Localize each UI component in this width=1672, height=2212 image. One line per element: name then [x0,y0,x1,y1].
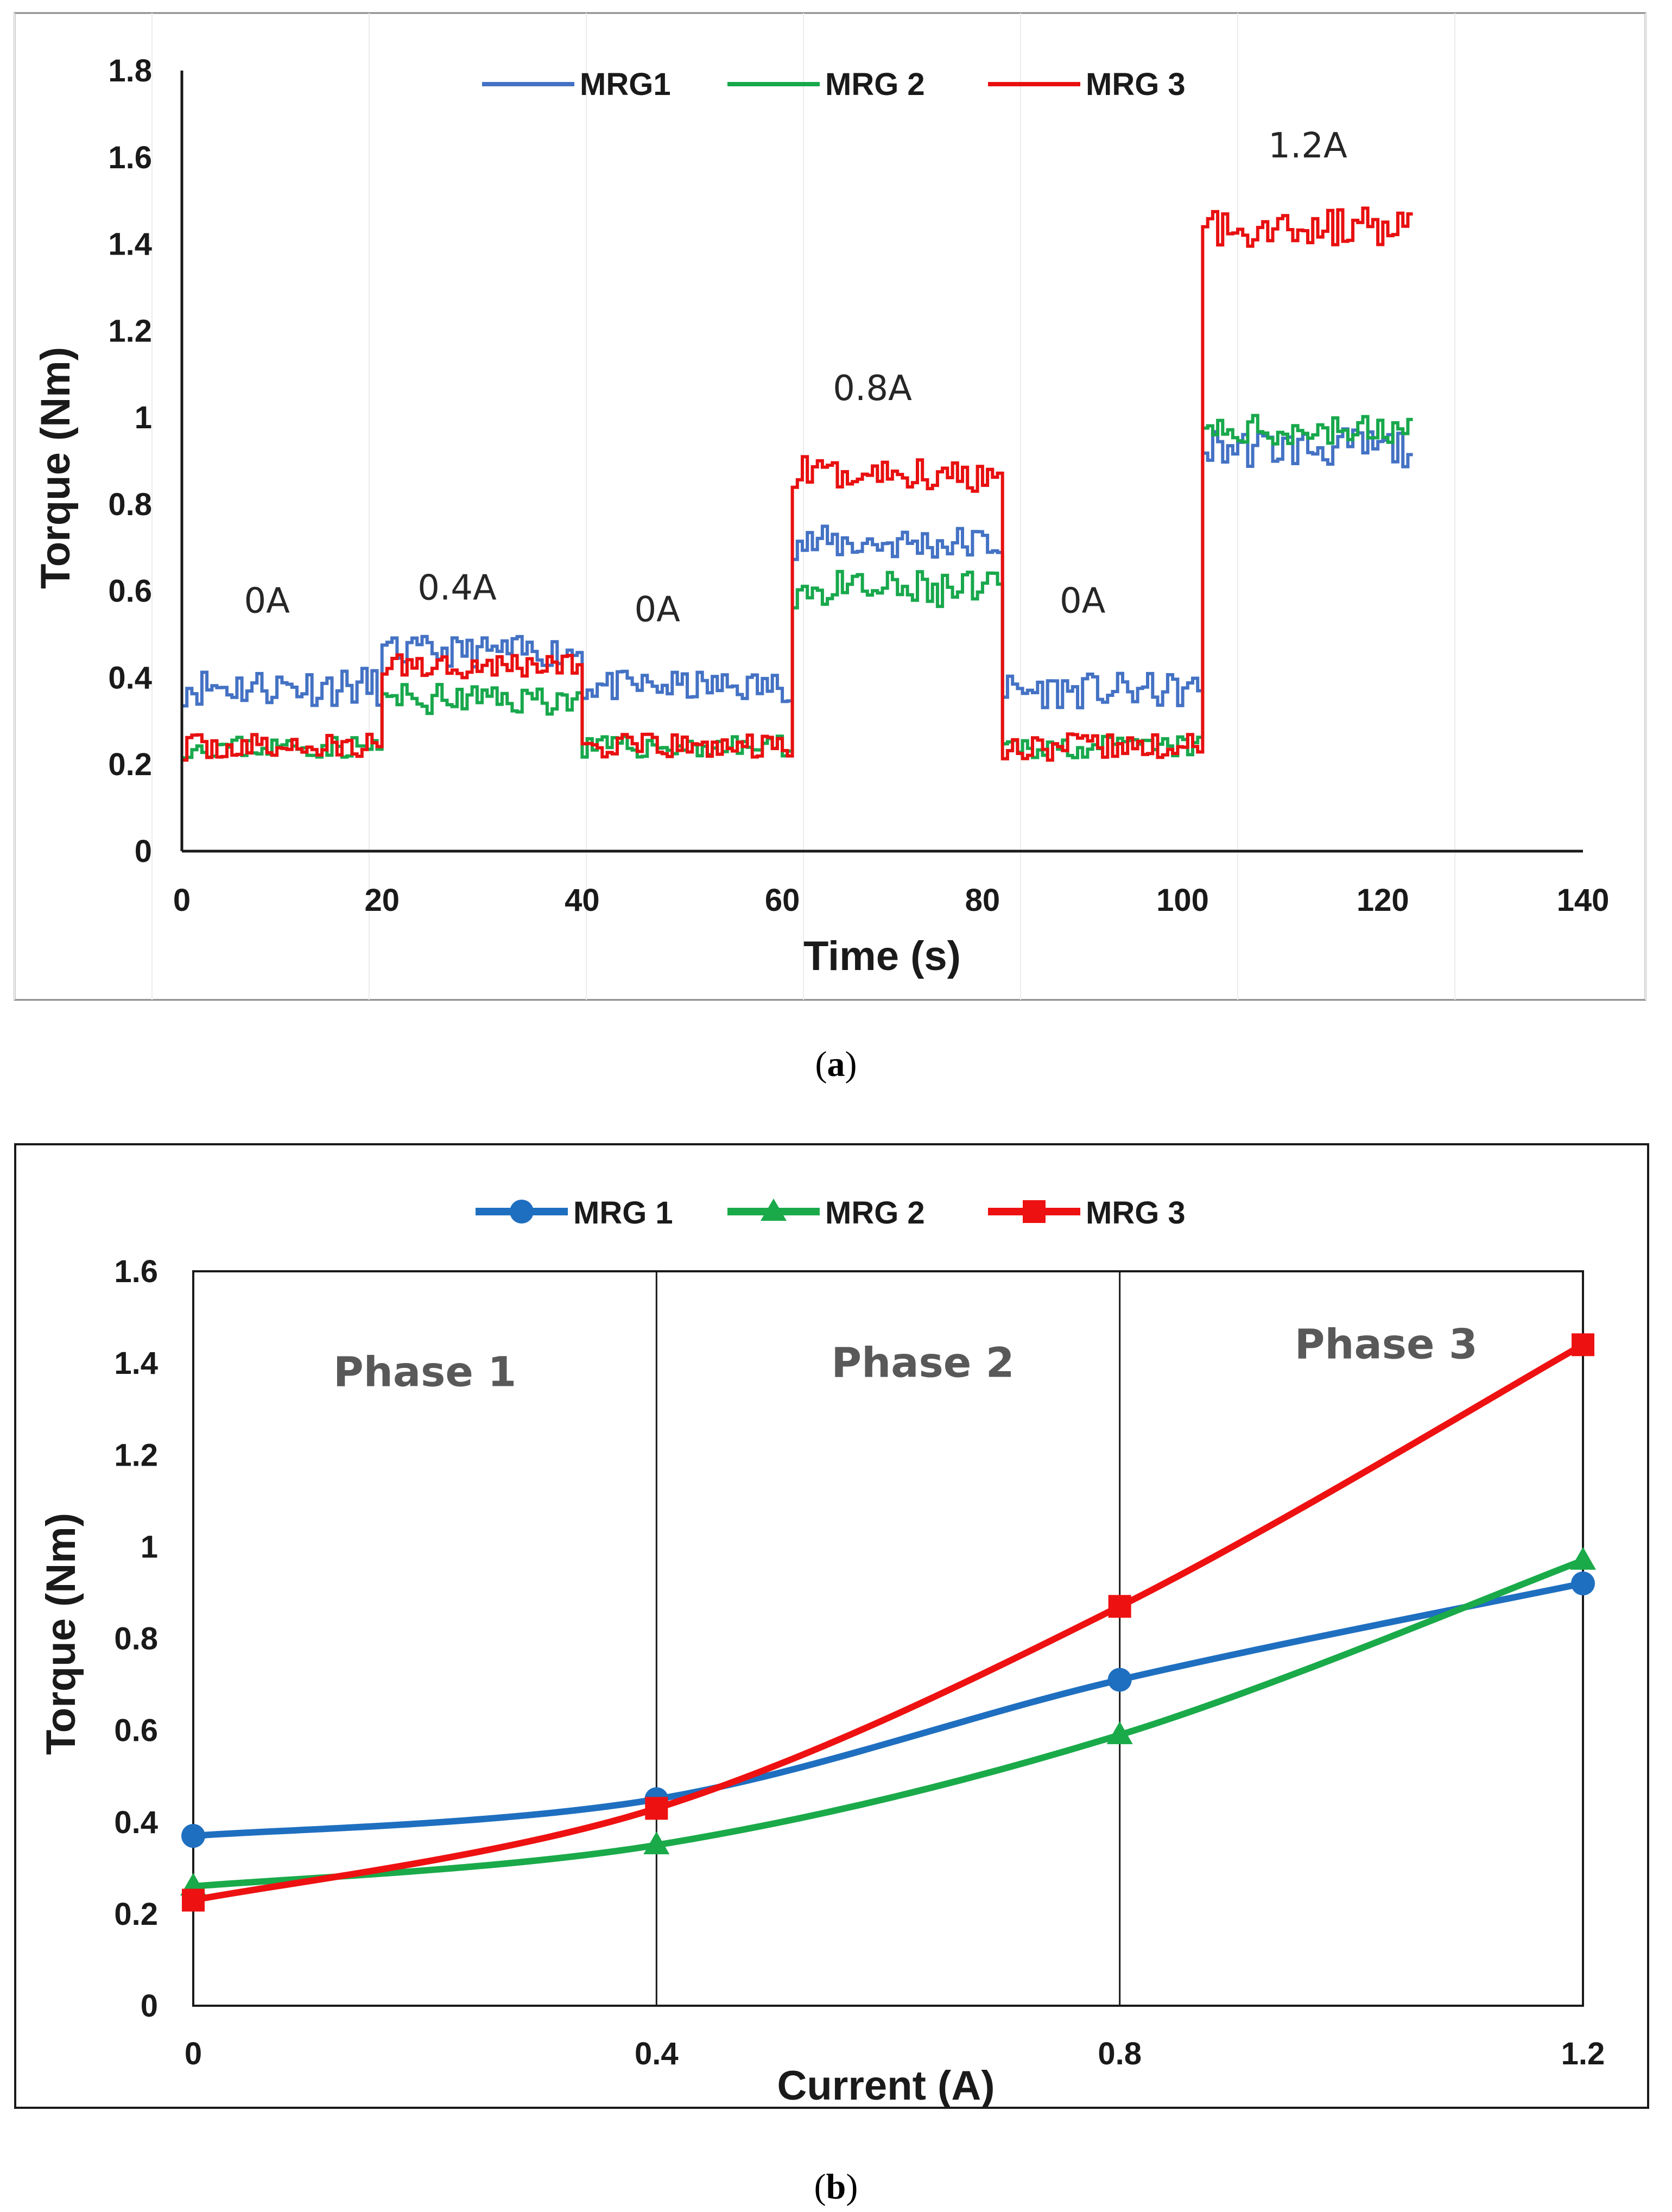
panel-b: 0 0.2 0.4 0.6 0.8 1 1.2 1.4 1.6 0 0.4 0.8 1.2 Phase… [14,1143,1649,2109]
panel-b-legend: MRG 1 MRG 2 MRG 3 [476,1195,1186,1231]
current-annotation: 0.4A [417,568,497,609]
panel-b-x-ticks: 0 0.4 0.8 1.2 [185,2036,1605,2071]
current-annotation: 0.8A [833,369,912,409]
y-tick-label: 1.6 [114,1254,158,1289]
data-point-mrg-2 [1106,1721,1133,1745]
current-annotation: 1.2A [1268,126,1347,166]
y-tick-label: 0.8 [108,487,152,522]
y-tick-label: 0.6 [114,1713,158,1748]
y-tick-label: 1.6 [108,140,152,175]
panel-a-caption: (a) [815,1044,857,1084]
panel-b-border [14,1143,1649,2109]
x-tick-label: 20 [364,883,400,918]
panel-a-legend: MRG1 MRG 2 MRG 3 [482,67,1186,102]
legend-marker-mrg-2 [761,1199,787,1221]
data-point-mrg-1 [1571,1571,1595,1596]
phase-label: Phase 3 [1295,1320,1478,1368]
y-tick-label: 0.8 [114,1621,158,1657]
data-point-mrg-2 [1570,1547,1596,1570]
x-tick-label: 1.2 [1561,2036,1605,2071]
phase-label: Phase 2 [831,1338,1014,1386]
series-line-mrg1 [182,427,1413,709]
panel-a-x-axis-title: Time (s) [803,933,961,979]
data-point-mrg-2 [643,1831,670,1855]
current-annotation: 0A [634,590,680,630]
y-tick-label: 0.4 [114,1805,158,1840]
y-tick-label: 1 [141,1529,158,1564]
y-tick-label: 0 [135,834,152,869]
x-tick-label: 40 [565,883,600,918]
legend-marker-mrg-1 [510,1200,534,1224]
legend-label-mrg-3: MRG 3 [1086,1195,1186,1231]
panel-a-y-axis-title: Torque (Nm) [33,347,79,589]
x-tick-label: 0 [173,883,191,918]
y-tick-label: 0.2 [108,747,152,782]
panel-a-x-ticks: 0 20 40 60 80 100 120 140 [173,883,1610,918]
panel-b-phase-labels: Phase 1 Phase 2 Phase 3 [333,1320,1478,1396]
panel-b-plot-area [192,1270,1584,2007]
legend-label-mrg-2: MRG 2 [825,1195,925,1231]
panel-b-caption: (b) [814,2167,858,2207]
y-tick-label: 0.4 [108,660,152,695]
series-line-mrg-1 [190,1580,1586,1840]
y-tick-label: 1.8 [108,53,152,88]
panel-a-border [14,12,1646,1001]
y-tick-label: 1.2 [114,1437,158,1473]
data-point-mrg-1 [1107,1668,1132,1692]
x-tick-label: 140 [1557,883,1610,918]
series-line-mrg-2 [182,414,1413,760]
y-tick-label: 1.2 [108,313,152,348]
x-tick-label: 0.4 [635,2036,679,2071]
x-tick-label: 0.8 [1098,2036,1142,2071]
panel-a-series [182,206,1413,762]
phase-label: Phase 1 [333,1347,516,1396]
panel-a-y-ticks: 0 0.2 0.4 0.6 0.8 1 1.2 1.4 1.6 1.8 [108,53,152,869]
x-tick-label: 60 [765,883,800,918]
y-tick-label: 1 [135,400,152,435]
panel-a-annotations: 0A 0.4A 0A 0.8A 0A 1.2A [244,126,1347,630]
data-point-mrg-1 [181,1824,205,1848]
panel-b-phase-dividers [655,1271,1121,2006]
x-tick-label: 120 [1357,883,1409,918]
legend-marker-mrg-3 [1023,1200,1046,1223]
current-annotation: 0A [244,581,290,622]
data-point-mrg-3 [1572,1333,1594,1357]
panel-a-gridlines [14,13,1646,1000]
panel-a: 0 0.2 0.4 0.6 0.8 1 1.2 1.4 1.6 1.8 0 20 40 60 80 100 1… [14,12,1646,1001]
x-tick-label: 80 [965,883,1000,918]
legend-label-mrg2: MRG 2 [825,67,925,102]
x-tick-label: 0 [185,2036,202,2071]
data-point-mrg-3 [645,1797,668,1820]
legend-label-mrg-1: MRG 1 [573,1195,673,1231]
y-tick-label: 1.4 [108,227,152,262]
panel-b-x-axis-title: Current (A) [777,2063,995,2109]
legend-label-mrg3: MRG 3 [1086,67,1186,102]
series-line-mrg-3 [190,1341,1586,1904]
series-line-mrg-2 [190,1557,1586,1890]
panel-b-y-ticks: 0 0.2 0.4 0.6 0.8 1 1.2 1.4 1.6 [114,1254,158,2024]
current-annotation: 0A [1060,581,1106,622]
y-tick-label: 0.6 [108,574,152,609]
legend-label-mrg1: MRG1 [580,67,671,102]
series-line-mrg-3 [182,206,1413,762]
panel-b-series [180,1333,1596,1912]
y-tick-label: 0.2 [114,1897,158,1932]
x-tick-label: 100 [1156,883,1209,918]
y-tick-label: 1.4 [114,1346,158,1381]
data-point-mrg-3 [1108,1595,1131,1618]
y-tick-label: 0 [141,1988,158,2024]
data-point-mrg-3 [182,1888,205,1912]
panel-b-y-axis-title: Torque (Nm) [38,1513,84,1755]
